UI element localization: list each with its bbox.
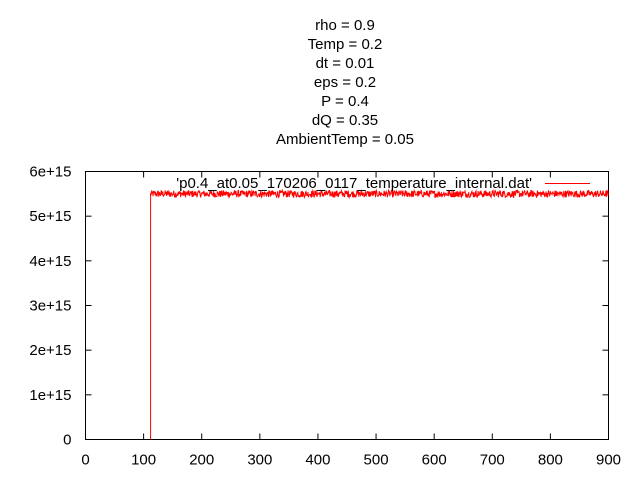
title-line-rho: rho = 0.9 bbox=[315, 17, 375, 34]
x-tick-label: 200 bbox=[189, 452, 214, 469]
series-line bbox=[150, 188, 609, 200]
legend: 'p0.4_at0.05_170206_0117_temperature_int… bbox=[176, 175, 590, 192]
x-tick-label: 600 bbox=[422, 452, 447, 469]
plot-frame bbox=[85, 171, 609, 440]
title-line-ambienttemp: AmbientTemp = 0.05 bbox=[276, 131, 414, 148]
chart-title: rho = 0.9 Temp = 0.2 dt = 0.01 eps = 0.2… bbox=[0, 16, 640, 149]
series-layer bbox=[150, 188, 609, 440]
x-tick-label: 800 bbox=[538, 452, 563, 469]
x-tick-label: 100 bbox=[131, 452, 156, 469]
title-line-p: P = 0.4 bbox=[321, 93, 369, 110]
title-line-dt: dt = 0.01 bbox=[315, 55, 375, 72]
y-tick-label: 3e+15 bbox=[29, 298, 71, 315]
legend-label: 'p0.4_at0.05_170206_0117_temperature_int… bbox=[176, 175, 532, 192]
y-tick-label: 6e+15 bbox=[29, 164, 71, 181]
x-axis: 0 100 200 300 400 500 600 700 800 900 bbox=[81, 171, 621, 469]
y-tick-label: 5e+15 bbox=[29, 208, 71, 225]
x-tick-label: 500 bbox=[364, 452, 389, 469]
x-tick-label: 300 bbox=[247, 452, 272, 469]
x-tick-label: 900 bbox=[596, 452, 621, 469]
y-tick-label: 0 bbox=[63, 432, 71, 449]
title-line-dq: dQ = 0.35 bbox=[311, 112, 379, 129]
x-tick-label: 0 bbox=[81, 452, 89, 469]
x-tick-label: 700 bbox=[480, 452, 505, 469]
y-tick-label: 4e+15 bbox=[29, 253, 71, 270]
y-tick-label: 2e+15 bbox=[29, 342, 71, 359]
y-tick-label: 1e+15 bbox=[29, 387, 71, 404]
x-tick-label: 400 bbox=[305, 452, 330, 469]
y-axis: 0 1e+15 2e+15 3e+15 4e+15 5e+15 6e+15 bbox=[29, 164, 609, 449]
title-line-temp: Temp = 0.2 bbox=[307, 36, 383, 53]
title-line-eps: eps = 0.2 bbox=[313, 74, 377, 91]
